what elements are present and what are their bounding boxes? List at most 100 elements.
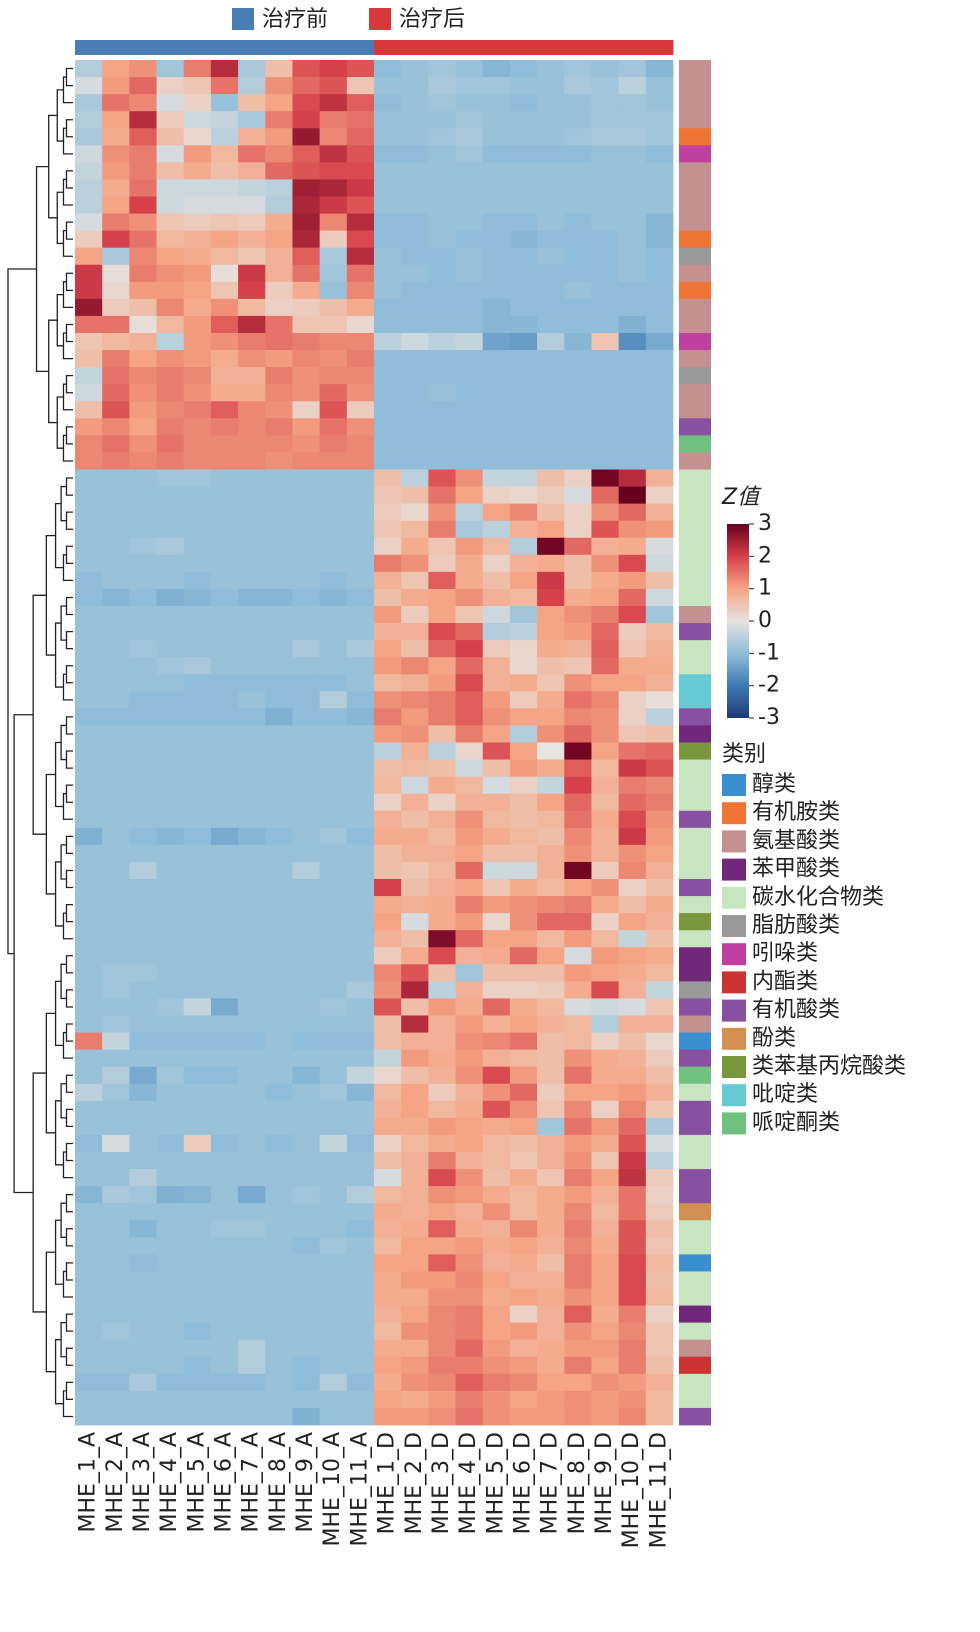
heatmap-cell: [645, 879, 674, 897]
column-label: MHE_1_D: [375, 1432, 400, 1534]
row-class: [679, 1134, 711, 1153]
heatmap-cell: [238, 759, 266, 778]
heatmap-cell: [645, 1032, 674, 1051]
dendrogram-branch: [65, 323, 73, 343]
heatmap-cell: [75, 1373, 103, 1392]
heatmap-cell: [591, 674, 620, 692]
heatmap-cell: [346, 588, 375, 607]
heatmap-cell: [319, 964, 348, 982]
heatmap-cell: [374, 1186, 402, 1204]
heatmap-cell: [183, 640, 212, 658]
heatmap-cell: [319, 1254, 348, 1272]
heatmap-cell: [210, 384, 239, 402]
heatmap-cell: [537, 1237, 565, 1255]
heatmap-cell: [618, 981, 647, 999]
heatmap-cell: [319, 333, 348, 351]
heatmap-cell: [455, 981, 484, 999]
heatmap-cell: [401, 1271, 429, 1289]
heatmap-cell: [346, 640, 375, 658]
heatmap-cell: [129, 571, 157, 590]
heatmap-cell: [537, 247, 565, 266]
heatmap-cell: [265, 1305, 293, 1324]
heatmap-cell: [265, 196, 293, 214]
class-legend-label: 脂肪酸类: [752, 913, 840, 938]
heatmap-cell: [482, 94, 511, 112]
row-class: [679, 77, 711, 95]
heatmap-cell: [374, 1305, 402, 1324]
heatmap-cell: [645, 827, 674, 846]
heatmap-cell: [265, 77, 293, 95]
heatmap-cell: [401, 947, 429, 965]
heatmap-cell: [645, 162, 674, 180]
heatmap-cell: [210, 793, 239, 812]
heatmap-cell: [75, 1390, 103, 1409]
heatmap-cell: [102, 1339, 130, 1358]
heatmap-cell: [129, 674, 157, 692]
heatmap-cell: [537, 1390, 565, 1409]
heatmap-cell: [564, 1390, 592, 1409]
heatmap-cell: [618, 930, 647, 948]
heatmap-cell: [102, 145, 130, 163]
heatmap-cell: [428, 1186, 456, 1204]
heatmap-cell: [156, 60, 185, 78]
heatmap-cell: [537, 537, 565, 556]
heatmap-cell: [346, 469, 375, 487]
class-legend-label: 酚类: [752, 1026, 796, 1051]
heatmap-cell: [319, 947, 348, 965]
heatmap-cell: [75, 1100, 103, 1119]
heatmap-cell: [374, 759, 402, 778]
dendrogram-branch: [60, 1202, 67, 1238]
row-class: [679, 111, 711, 129]
heatmap-cell: [265, 879, 293, 897]
heatmap-cell: [537, 742, 565, 760]
heatmap-cell: [482, 1288, 511, 1306]
heatmap-cell: [564, 1407, 592, 1426]
heatmap-cell: [75, 793, 103, 812]
heatmap-cell: [292, 1407, 321, 1426]
heatmap-cell: [292, 1032, 321, 1051]
heatmap-cell: [156, 606, 185, 624]
heatmap-cell: [564, 896, 592, 914]
colorbar-tick-label: -2: [758, 673, 780, 698]
heatmap-cell: [482, 401, 511, 419]
heatmap-cell: [428, 1271, 456, 1289]
colorbar-tick-label: 2: [758, 543, 772, 568]
heatmap-cell: [346, 1169, 375, 1187]
heatmap-cell: [102, 691, 130, 709]
heatmap-cell: [645, 1322, 674, 1341]
heatmap-cell: [75, 1186, 103, 1204]
heatmap-cell: [591, 94, 620, 112]
heatmap-cell: [537, 844, 565, 863]
heatmap-cell: [183, 537, 212, 556]
heatmap-cell: [319, 281, 348, 300]
heatmap-cell: [346, 333, 375, 351]
heatmap-cell: [102, 861, 130, 880]
heatmap-cell: [537, 1152, 565, 1170]
heatmap-cell: [509, 691, 538, 709]
class-legend-swatch: [722, 1112, 746, 1135]
heatmap-cell: [591, 588, 620, 607]
heatmap-cell: [292, 742, 321, 760]
heatmap-cell: [129, 725, 157, 743]
heatmap-cell: [265, 162, 293, 180]
heatmap-cell: [374, 1152, 402, 1170]
heatmap-cell: [591, 691, 620, 709]
heatmap-cell: [564, 298, 592, 317]
heatmap-cell: [618, 1288, 647, 1306]
heatmap-cell: [537, 298, 565, 317]
heatmap-cell: [428, 1083, 456, 1102]
heatmap-cell: [401, 333, 429, 351]
heatmap-cell: [238, 94, 266, 112]
heatmap-cell: [156, 179, 185, 197]
heatmap-cell: [129, 77, 157, 95]
heatmap-cell: [455, 401, 484, 419]
row-class: [679, 947, 711, 965]
heatmap-cell: [238, 725, 266, 743]
heatmap-cell: [75, 230, 103, 249]
heatmap-cell: [645, 1083, 674, 1102]
heatmap-cell: [238, 708, 266, 726]
heatmap-cell: [238, 640, 266, 658]
heatmap-cell: [102, 196, 130, 214]
heatmap-cell: [238, 1015, 266, 1033]
heatmap-cell: [401, 1186, 429, 1204]
